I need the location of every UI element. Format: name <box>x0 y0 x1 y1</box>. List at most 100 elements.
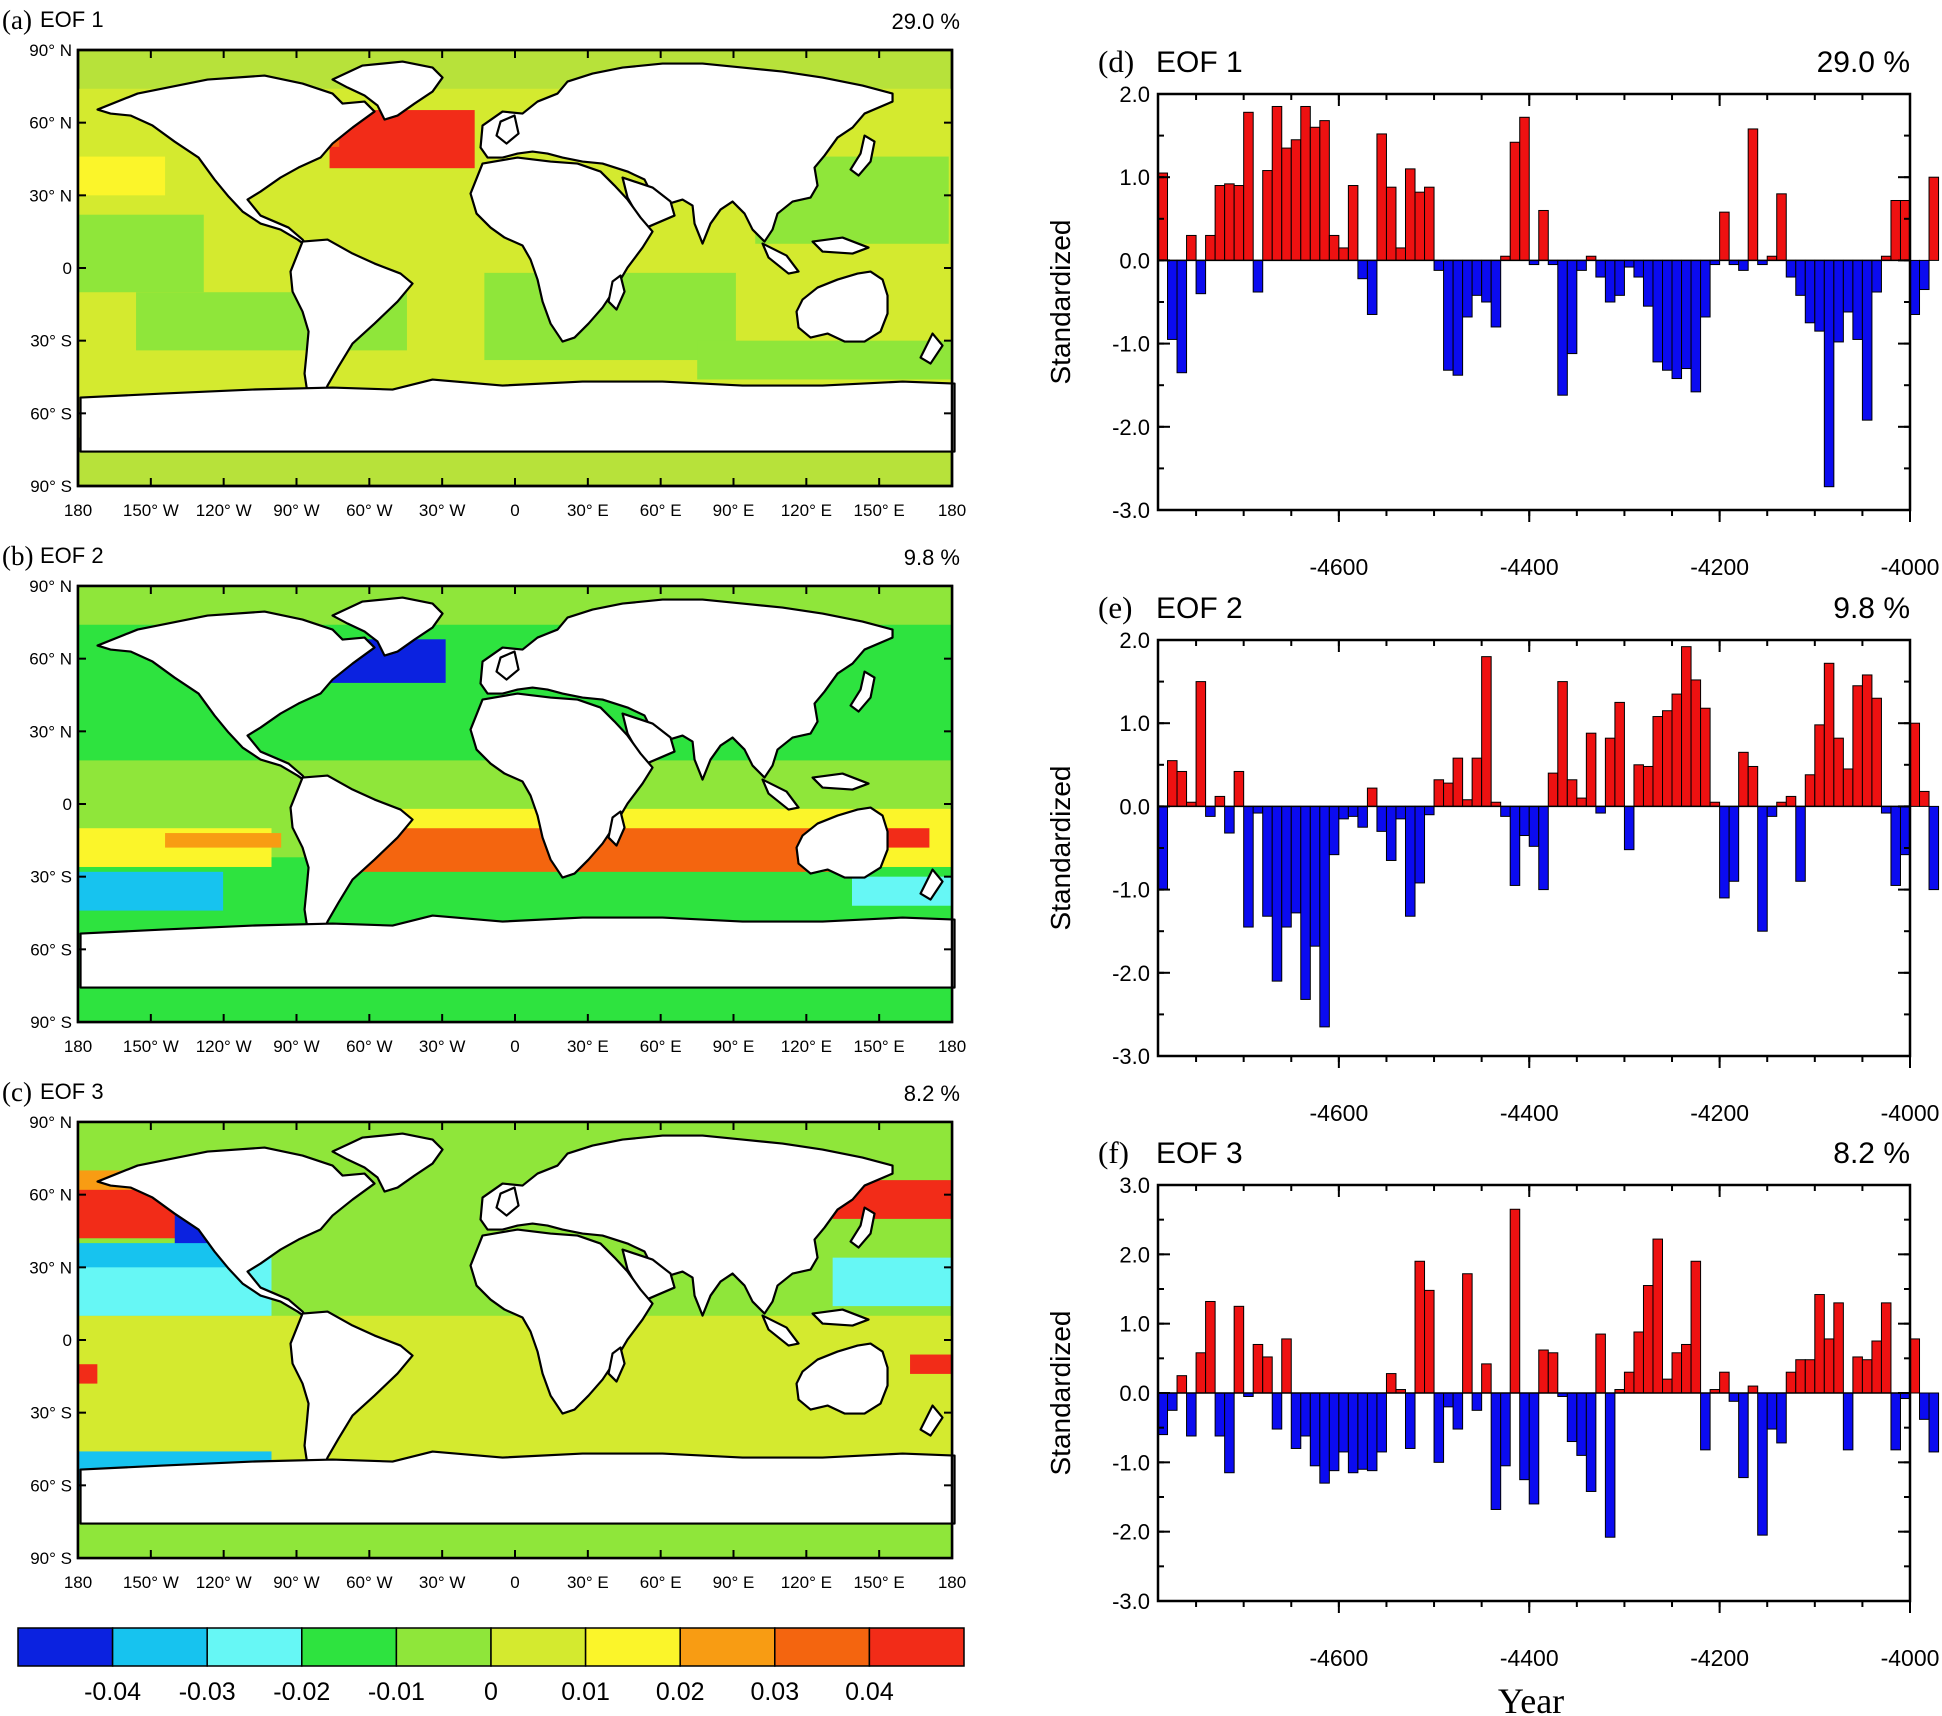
y-tick-label: 2.0 <box>1119 628 1150 653</box>
bar <box>1243 805 1254 928</box>
y-tick-label: -3.0 <box>1112 498 1150 523</box>
lon-label: 60° W <box>346 1037 392 1056</box>
lon-label: 150° W <box>123 1037 179 1056</box>
bar <box>1738 1392 1749 1479</box>
colorbar-label: 0.02 <box>656 1678 705 1706</box>
map-axes: 90° N 60° N 30° N 0 30° S 60° S 90° S 180 150° W… <box>29 41 966 1592</box>
lon-label: 120° W <box>196 1037 252 1056</box>
y-tick-label: -3.0 <box>1112 1044 1150 1069</box>
lat-label: 0 <box>63 259 72 278</box>
x-tick-label: -4200 <box>1690 1645 1749 1671</box>
lon-label: 90° W <box>273 501 319 520</box>
bar <box>1871 697 1882 807</box>
bar <box>1309 1392 1321 1467</box>
bar <box>1167 760 1178 807</box>
bar <box>1214 1392 1226 1437</box>
bar <box>1566 1392 1578 1443</box>
lon-label: 30° E <box>567 501 609 520</box>
lon-label: 0 <box>510 1573 519 1592</box>
colorbar-label: 0.03 <box>750 1678 799 1706</box>
bar <box>1823 259 1835 488</box>
bar <box>1928 805 1940 891</box>
lat-label: 30° S <box>30 332 72 351</box>
colorbar-swatch <box>17 1627 114 1667</box>
bar <box>1700 1392 1711 1451</box>
y-tick-label: -2.0 <box>1112 961 1150 986</box>
bar <box>1833 1302 1844 1394</box>
y-tick-label: 0.0 <box>1119 1381 1150 1406</box>
lat-label: 30° N <box>29 722 72 741</box>
bar <box>1404 168 1416 261</box>
bar <box>1519 116 1530 261</box>
bar <box>1852 685 1863 807</box>
bar <box>1814 1294 1825 1394</box>
colorbar-swatch <box>584 1627 681 1667</box>
bar <box>1614 259 1625 296</box>
bar <box>1662 259 1673 371</box>
bar <box>1385 805 1397 861</box>
bar <box>1719 1371 1730 1394</box>
lon-label: 60° W <box>346 501 392 520</box>
bar <box>1509 805 1521 886</box>
bar <box>1414 805 1426 884</box>
y-tick-label: 0.0 <box>1119 248 1150 273</box>
bar <box>1347 185 1359 261</box>
colorbar-swatch <box>395 1627 492 1667</box>
bar <box>1290 139 1302 261</box>
timeseries-panel-eof1: (d) EOF 1 29.0 % 2.0 1.0 0.0 -1.0 -2.0 -3.0 -4600… <box>1045 44 1939 580</box>
y-tick-label: -2.0 <box>1112 1520 1150 1545</box>
bar <box>1490 1392 1502 1510</box>
bar <box>1642 259 1654 307</box>
lon-label: 180 <box>64 1037 92 1056</box>
bar <box>1224 805 1235 834</box>
bar <box>1690 259 1702 393</box>
bar <box>1538 209 1549 261</box>
bar <box>1233 770 1245 807</box>
bar <box>1224 1392 1235 1474</box>
bar <box>1747 128 1759 261</box>
lat-label: 30° S <box>30 1404 72 1423</box>
lon-label: 150° E <box>854 1573 905 1592</box>
bar <box>1471 757 1483 807</box>
bar <box>1500 805 1511 817</box>
bar <box>1376 1392 1387 1453</box>
colorbar-label: -0.04 <box>84 1678 141 1706</box>
bar <box>1871 259 1882 293</box>
bar <box>1281 147 1292 261</box>
map-panel-eof2: (b) EOF 2 9.8 % <box>2 541 960 1024</box>
bar <box>1604 1392 1616 1538</box>
bar <box>1452 757 1464 807</box>
bar <box>1319 1392 1330 1484</box>
bar <box>1719 805 1730 899</box>
bar <box>1852 1356 1863 1394</box>
colorbar-swatch <box>774 1627 871 1667</box>
bar <box>1319 805 1330 1028</box>
bar <box>1595 805 1606 814</box>
y-axis-title: Standardized <box>1045 219 1076 384</box>
bar <box>1167 1392 1178 1411</box>
chart-title: EOF 3 <box>1156 1137 1243 1170</box>
bar <box>1167 259 1178 340</box>
bar <box>1443 259 1454 371</box>
y-tick-label: 2.0 <box>1119 1242 1150 1267</box>
bar <box>1452 1392 1464 1430</box>
bar <box>1785 1371 1797 1394</box>
bar <box>1919 259 1930 291</box>
bar <box>1271 805 1283 982</box>
chart-percent: 8.2 % <box>1833 1137 1910 1170</box>
lat-label: 60° N <box>29 1186 72 1205</box>
bar <box>1690 1260 1702 1394</box>
colorbar: -0.04 -0.03 -0.02 -0.01 0 0.01 0.02 0.03 0.04 <box>17 1627 965 1706</box>
x-tick-label: -4400 <box>1500 1645 1559 1671</box>
bar <box>1433 779 1445 807</box>
bar <box>1728 1392 1740 1402</box>
bar <box>1700 259 1711 318</box>
bar <box>1890 1392 1901 1451</box>
bar <box>1842 768 1854 807</box>
bar <box>1795 259 1806 296</box>
lat-label: 60° N <box>29 650 72 669</box>
bar <box>1509 1208 1521 1394</box>
bar <box>1376 805 1387 832</box>
chart-panel-label: (e) <box>1098 590 1132 625</box>
bar <box>1776 193 1787 261</box>
